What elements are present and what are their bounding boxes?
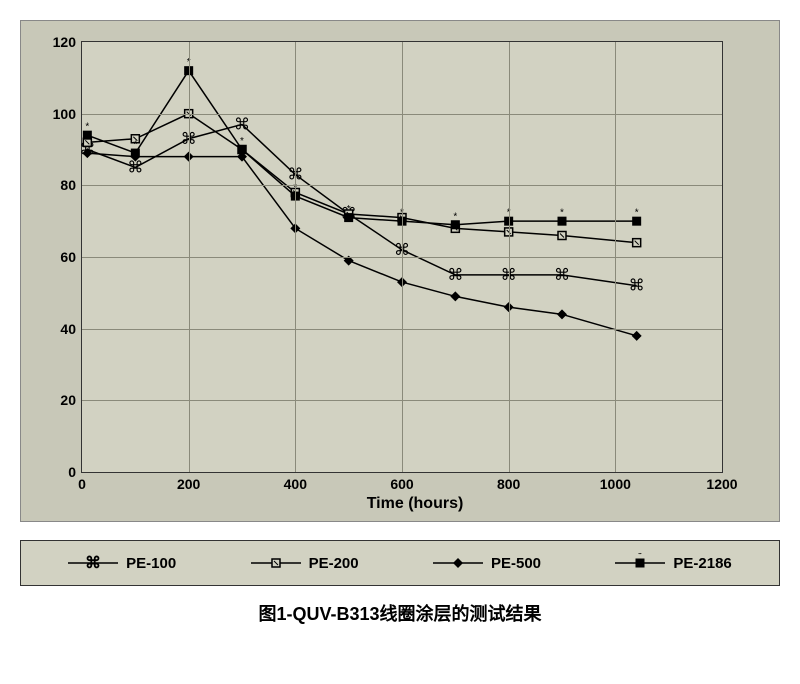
legend-item-PE-100: ⌘ PE-100 bbox=[68, 553, 176, 573]
svg-text:⌘: ⌘ bbox=[629, 278, 645, 295]
svg-text:⌘: ⌘ bbox=[85, 555, 101, 572]
series-marker-PE-2186: * bbox=[238, 136, 247, 154]
gridline-v bbox=[295, 42, 296, 472]
svg-text:⌘: ⌘ bbox=[447, 267, 463, 284]
series-marker-PE-100: ⌘ bbox=[447, 267, 463, 284]
legend-marker-icon bbox=[433, 553, 483, 573]
series-marker-PE-500 bbox=[632, 331, 642, 341]
svg-text:*: * bbox=[85, 122, 89, 133]
legend-label: PE-2186 bbox=[673, 555, 731, 572]
series-marker-PE-200 bbox=[558, 232, 566, 240]
x-tick-label: 1200 bbox=[706, 472, 737, 492]
series-marker-PE-200 bbox=[633, 239, 641, 247]
y-tick-label: 40 bbox=[60, 321, 82, 337]
figure-caption: 图1-QUV-B313线圈涂层的测试结果 bbox=[20, 600, 780, 626]
series-marker-PE-100: ⌘ bbox=[234, 116, 250, 133]
legend-label: PE-500 bbox=[491, 555, 541, 572]
series-marker-PE-100: ⌘ bbox=[127, 159, 143, 176]
x-tick-label: 600 bbox=[390, 472, 413, 492]
chart-panel: 60 Degree Gloss ⌘⌘⌘⌘⌘⌘⌘⌘⌘⌘⌘*********** 0… bbox=[20, 20, 780, 522]
series-marker-PE-100: ⌘ bbox=[629, 278, 645, 295]
gridline-v bbox=[402, 42, 403, 472]
y-tick-label: 20 bbox=[60, 392, 82, 408]
y-tick-label: 80 bbox=[60, 177, 82, 193]
legend: ⌘ PE-100 PE-200 PE-500 * PE-2186 bbox=[20, 540, 780, 586]
series-marker-PE-500 bbox=[450, 291, 460, 301]
legend-item-PE-500: PE-500 bbox=[433, 553, 541, 573]
series-marker-PE-2186: * bbox=[558, 208, 567, 226]
gridline-v bbox=[509, 42, 510, 472]
series-line-PE-500 bbox=[87, 153, 636, 336]
svg-text:*: * bbox=[560, 208, 564, 219]
svg-text:*: * bbox=[240, 136, 244, 147]
legend-marker-icon: ⌘ bbox=[68, 553, 118, 573]
svg-text:*: * bbox=[453, 211, 457, 222]
svg-text:*: * bbox=[638, 553, 642, 561]
series-line-PE-100 bbox=[87, 124, 636, 285]
x-tick-label: 0 bbox=[78, 472, 86, 492]
svg-text:⌘: ⌘ bbox=[234, 116, 250, 133]
legend-label: PE-100 bbox=[126, 555, 176, 572]
legend-item-PE-200: PE-200 bbox=[251, 553, 359, 573]
series-marker-PE-2186: * bbox=[451, 211, 460, 229]
series-marker-PE-2186: * bbox=[632, 208, 641, 226]
x-tick-label: 400 bbox=[284, 472, 307, 492]
plot-area: ⌘⌘⌘⌘⌘⌘⌘⌘⌘⌘⌘*********** 02040608010012002… bbox=[81, 41, 723, 473]
svg-text:⌘: ⌘ bbox=[554, 267, 570, 284]
y-tick-label: 60 bbox=[60, 249, 82, 265]
series-marker-PE-100: ⌘ bbox=[554, 267, 570, 284]
svg-text:*: * bbox=[347, 204, 351, 215]
plot-wrapper: 60 Degree Gloss ⌘⌘⌘⌘⌘⌘⌘⌘⌘⌘⌘*********** 0… bbox=[81, 41, 749, 513]
svg-text:*: * bbox=[133, 140, 137, 151]
series-line-PE-2186 bbox=[87, 71, 636, 225]
y-tick-label: 100 bbox=[53, 106, 82, 122]
series-marker-PE-500 bbox=[557, 309, 567, 319]
gridline-v bbox=[189, 42, 190, 472]
legend-marker-icon: * bbox=[615, 553, 665, 573]
svg-text:*: * bbox=[635, 208, 639, 219]
x-tick-label: 1000 bbox=[600, 472, 631, 492]
series-marker-PE-2186: * bbox=[83, 122, 92, 140]
legend-label: PE-200 bbox=[309, 555, 359, 572]
legend-marker-icon bbox=[251, 553, 301, 573]
legend-item-PE-2186: * PE-2186 bbox=[615, 553, 731, 573]
x-tick-label: 200 bbox=[177, 472, 200, 492]
x-axis-label: Time (hours) bbox=[81, 495, 749, 513]
svg-text:⌘: ⌘ bbox=[127, 159, 143, 176]
gridline-v bbox=[615, 42, 616, 472]
y-tick-label: 120 bbox=[53, 34, 82, 50]
x-tick-label: 800 bbox=[497, 472, 520, 492]
